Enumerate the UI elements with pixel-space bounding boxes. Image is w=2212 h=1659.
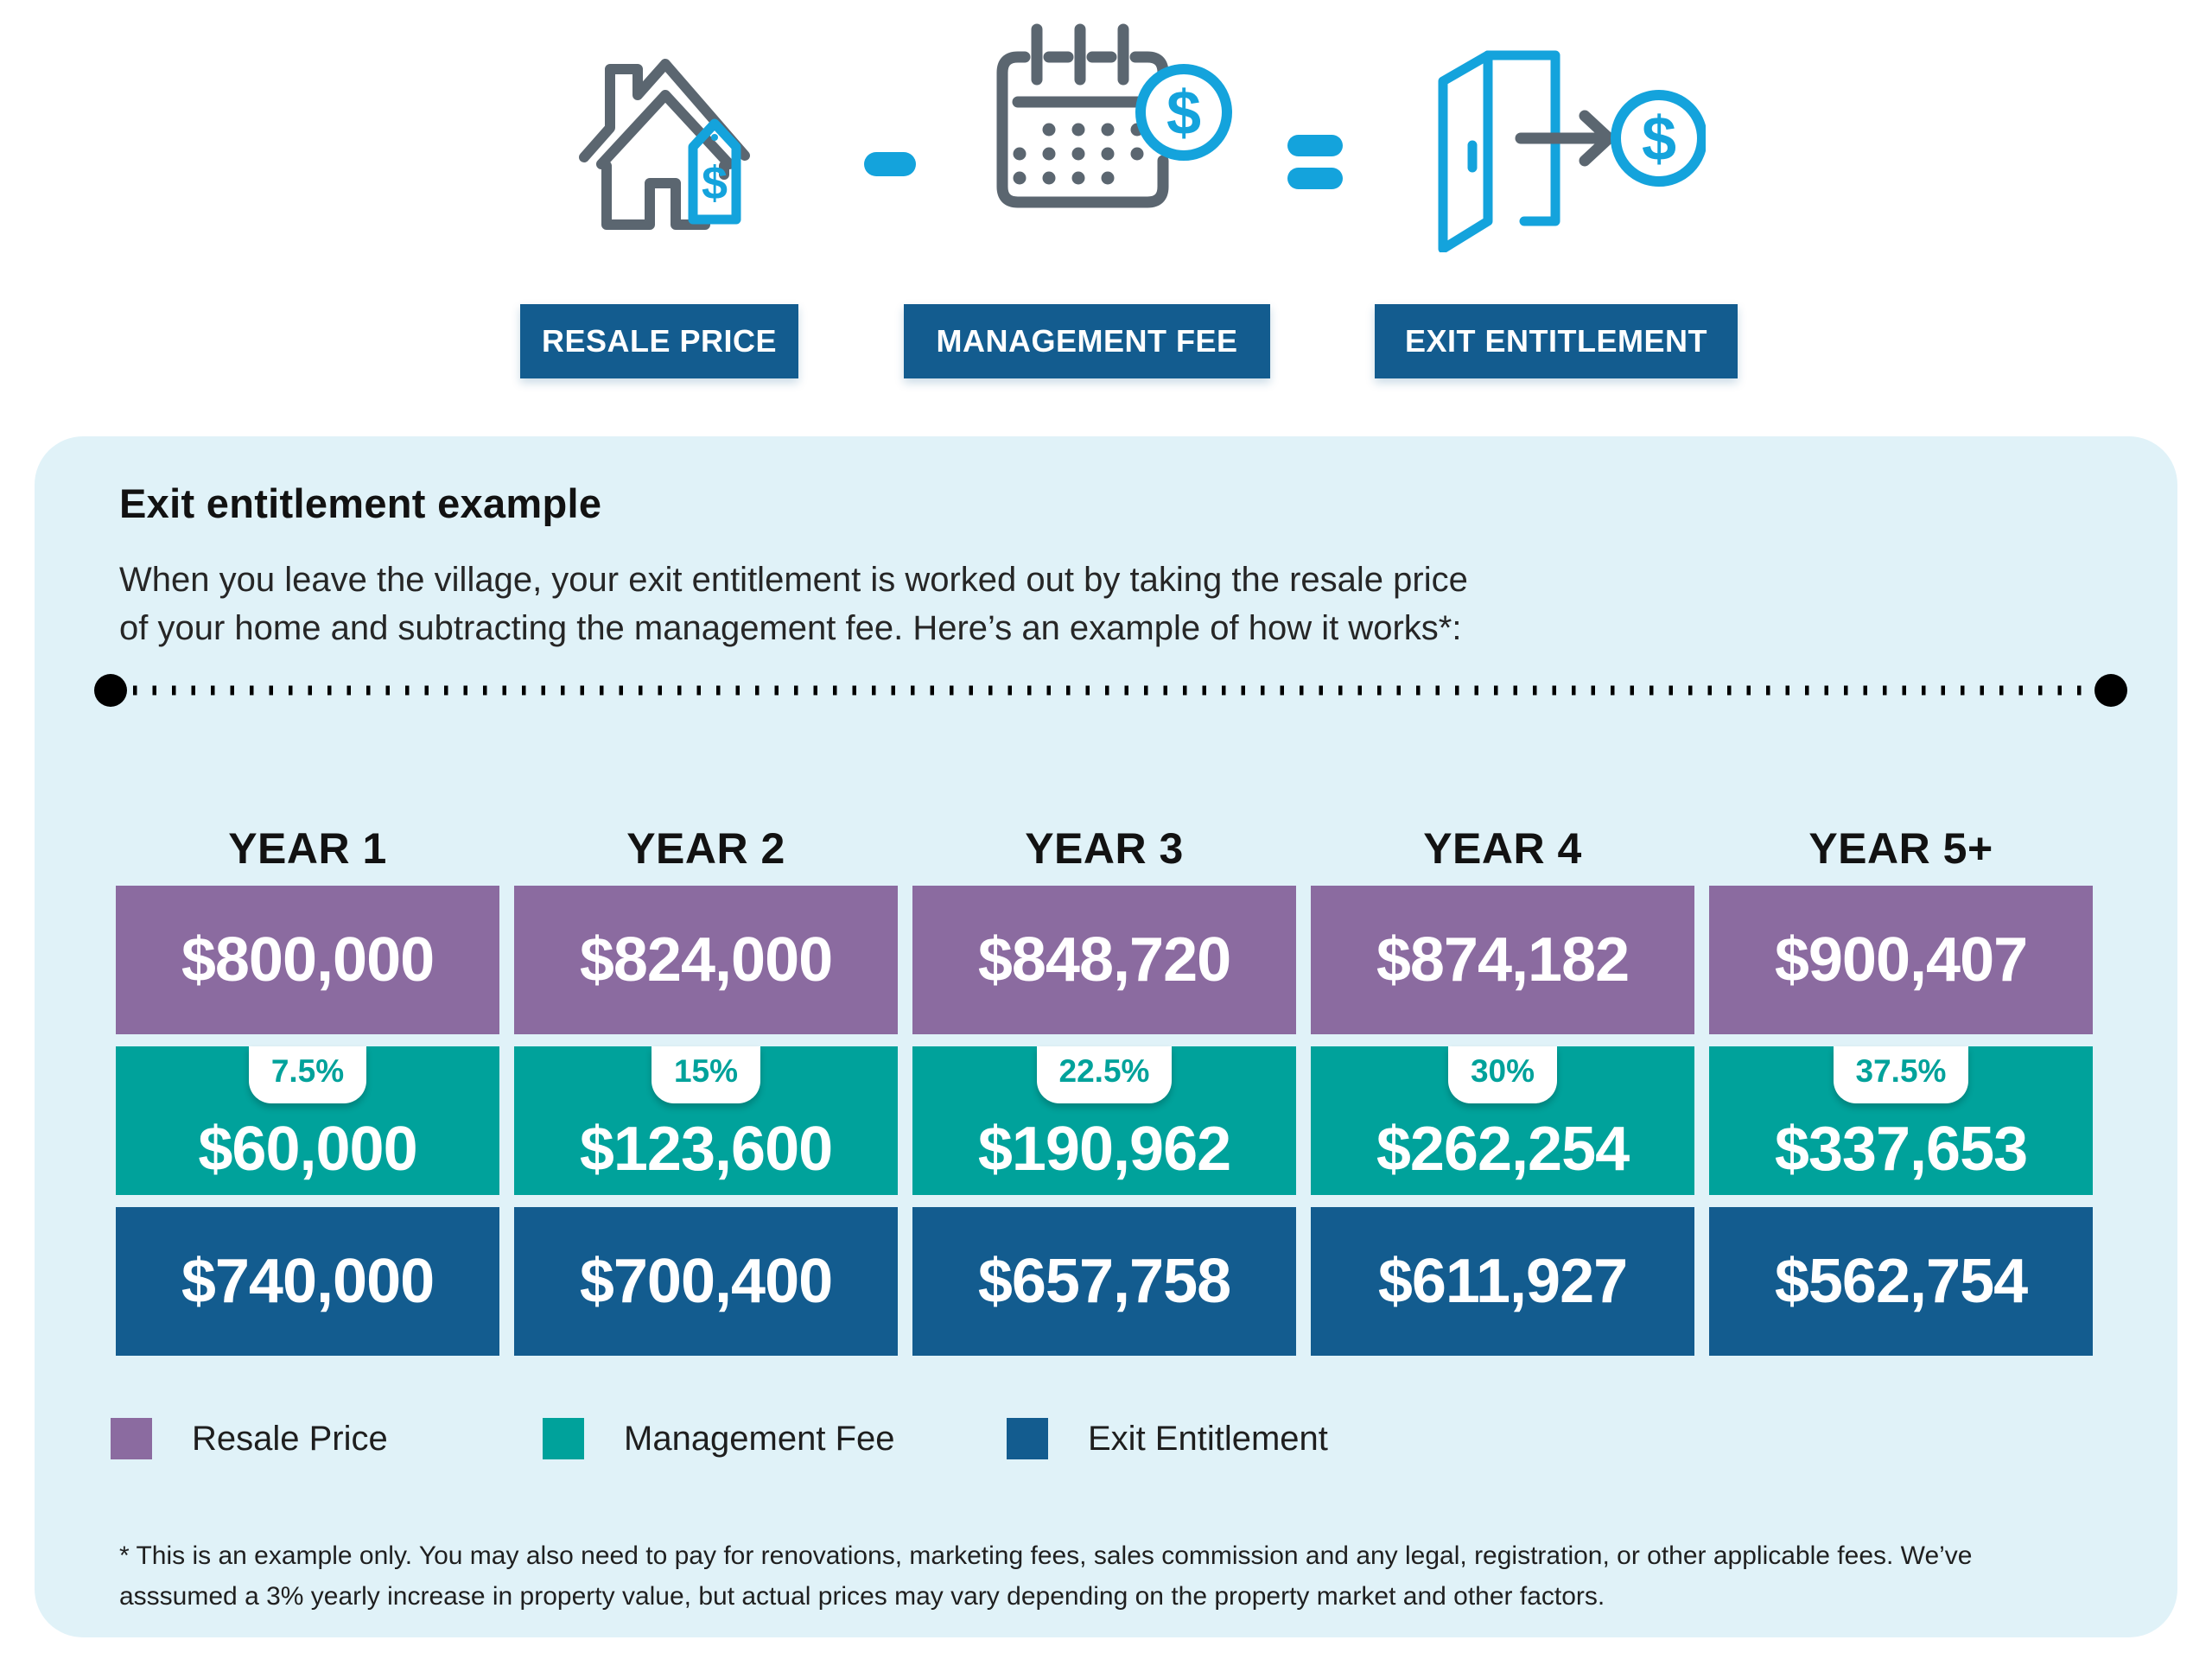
legend-item-management-fee: Management Fee — [543, 1418, 895, 1459]
footnote: * This is an example only. You may also … — [119, 1535, 2124, 1617]
fee-percentage-badge: 15% — [651, 1046, 761, 1103]
fee-percentage-badge: 22.5% — [1036, 1046, 1173, 1103]
example-panel: Exit entitlement example When you leave … — [35, 436, 2177, 1637]
management-fee-cell: 7.5% $60,000 — [116, 1046, 499, 1195]
timeline-endpoint-dot-left — [94, 674, 127, 707]
fee-percentage-badge: 37.5% — [1833, 1046, 1969, 1103]
exit-entitlement-cell: $657,758 — [912, 1207, 1296, 1356]
resale-price-cell: $800,000 — [116, 886, 499, 1034]
exit-entitlement-cell: $740,000 — [116, 1207, 499, 1356]
house-price-tag-icon: $ — [579, 59, 750, 230]
exit-entitlement-cell: $562,754 — [1709, 1207, 2093, 1356]
calendar-date-dots — [1013, 123, 1144, 185]
management-fee-label: MANAGEMENT FEE — [904, 304, 1270, 378]
year-header: YEAR 1 — [228, 824, 387, 873]
svg-text:$: $ — [1642, 105, 1676, 174]
management-fee-cell: 30% $262,254 — [1311, 1046, 1694, 1195]
legend-label: Resale Price — [192, 1419, 388, 1458]
description-line-2: of your home and subtracting the managem… — [119, 609, 1462, 647]
legend-label: Management Fee — [624, 1419, 895, 1458]
panel-description: When you leave the village, your exit en… — [119, 556, 1468, 652]
year-header: YEAR 4 — [1423, 824, 1582, 873]
timeline-endpoint-dot-right — [2094, 674, 2127, 707]
fee-percentage-badge: 7.5% — [248, 1046, 367, 1103]
management-fee-swatch — [543, 1418, 584, 1459]
footnote-line-2: asssumed a 3% yearly increase in propert… — [119, 1582, 1605, 1611]
description-line-1: When you leave the village, your exit en… — [119, 561, 1468, 599]
exit-entitlement-cell: $700,400 — [514, 1207, 898, 1356]
year-table: YEAR 1 YEAR 2 YEAR 3 YEAR 4 YEAR 5+ $800… — [116, 823, 2093, 1356]
svg-text:$: $ — [1166, 79, 1201, 148]
exit-entitlement-swatch — [1007, 1418, 1048, 1459]
footnote-line-1: * This is an example only. You may also … — [119, 1541, 1973, 1570]
dotted-timeline — [94, 674, 2127, 707]
year-header: YEAR 2 — [626, 824, 785, 873]
exit-entitlement-label: EXIT ENTITLEMENT — [1375, 304, 1738, 378]
legend-label: Exit Entitlement — [1088, 1419, 1328, 1458]
resale-price-swatch — [111, 1418, 152, 1459]
legend-item-resale-price: Resale Price — [111, 1418, 388, 1459]
resale-price-cell: $848,720 — [912, 886, 1296, 1034]
resale-price-cell: $824,000 — [514, 886, 898, 1034]
calendar-dollar-icon: $ — [996, 23, 1232, 208]
resale-price-cell: $874,182 — [1311, 886, 1694, 1034]
minus-icon — [864, 152, 916, 176]
resale-price-cell: $900,407 — [1709, 886, 2093, 1034]
fee-percentage-badge: 30% — [1447, 1046, 1558, 1103]
resale-price-label: RESALE PRICE — [520, 304, 798, 378]
panel-title: Exit entitlement example — [119, 480, 602, 526]
management-fee-cell: 37.5% $337,653 — [1709, 1046, 2093, 1195]
exit-entitlement-cell: $611,927 — [1311, 1207, 1694, 1356]
year-header: YEAR 3 — [1025, 824, 1184, 873]
svg-text:$: $ — [702, 157, 728, 209]
equals-icon — [1287, 135, 1343, 190]
management-fee-cell: 22.5% $190,962 — [912, 1046, 1296, 1195]
door-dollar-icon: $ — [1438, 50, 1706, 252]
management-fee-cell: 15% $123,600 — [514, 1046, 898, 1195]
legend-item-exit-entitlement: Exit Entitlement — [1007, 1418, 1328, 1459]
year-header: YEAR 5+ — [1808, 824, 1993, 873]
